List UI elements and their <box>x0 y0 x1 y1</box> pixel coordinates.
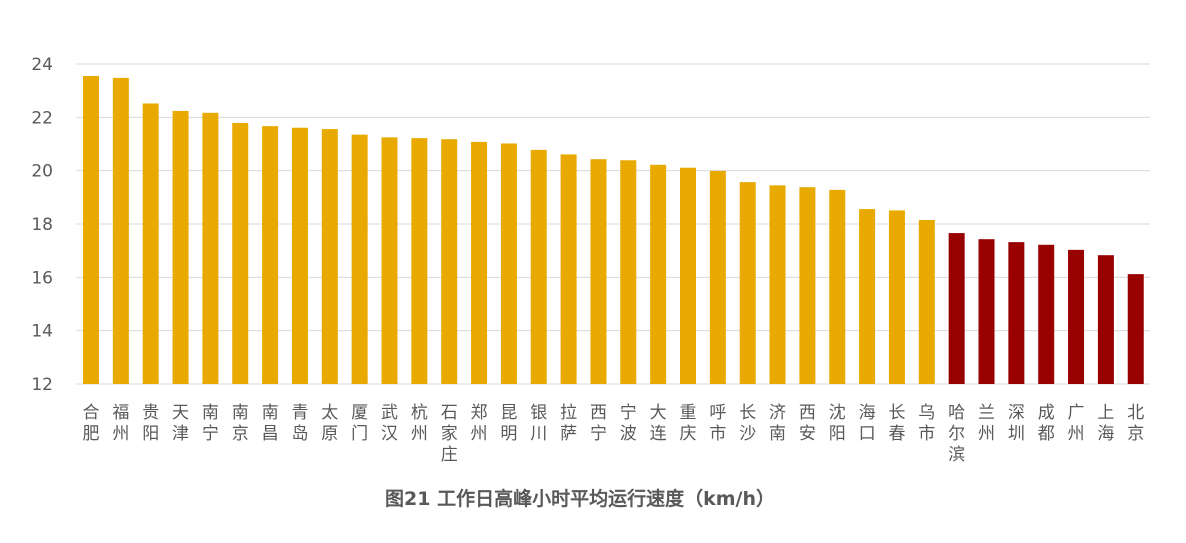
bar-深圳 <box>1008 242 1025 384</box>
x-tick-label: 呼市 <box>709 403 726 444</box>
x-tick-label: 太原 <box>321 403 338 444</box>
x-tick-label: 哈尔滨 <box>948 403 965 465</box>
bar-西宁 <box>590 159 607 384</box>
bar-海口 <box>859 209 876 384</box>
x-tick-label: 成都 <box>1038 403 1055 444</box>
x-tick-label: 武汉 <box>381 403 398 444</box>
bar-南宁 <box>202 112 219 385</box>
bar-大连 <box>650 164 667 384</box>
x-tick-label: 沈阳 <box>829 403 846 444</box>
bar-北京 <box>1127 274 1144 384</box>
x-tick-label: 重庆 <box>680 403 697 444</box>
bar-杭州 <box>411 138 428 384</box>
x-tick-label: 西宁 <box>590 403 607 444</box>
x-tick-label: 拉萨 <box>560 403 577 444</box>
y-tick-label: 18 <box>31 215 53 235</box>
x-tick-label: 青岛 <box>291 403 308 444</box>
x-tick-label: 西安 <box>799 403 816 444</box>
x-tick-label: 济南 <box>769 403 786 444</box>
x-tick-label: 长沙 <box>739 403 756 444</box>
bar-太原 <box>321 129 338 384</box>
bar-合肥 <box>83 76 99 384</box>
y-tick-label: 12 <box>31 375 53 395</box>
bar-贵阳 <box>142 103 159 384</box>
x-tick-label: 南京 <box>232 403 249 444</box>
bar-重庆 <box>680 167 696 384</box>
x-tick-label: 厦门 <box>351 403 368 444</box>
bar-呼市 <box>709 170 726 384</box>
bar-天津 <box>172 110 189 385</box>
x-tick-label: 天津 <box>172 403 189 444</box>
bar-武汉 <box>381 137 398 384</box>
x-tick-label: 南宁 <box>202 403 219 444</box>
gridlines <box>76 63 1150 385</box>
bar-宁波 <box>620 160 637 384</box>
bar-南京 <box>232 122 249 385</box>
x-tick-label: 杭州 <box>411 403 428 444</box>
bar-昆明 <box>500 143 517 384</box>
bar-上海 <box>1097 255 1114 384</box>
x-tick-label: 银川 <box>530 403 547 444</box>
x-tick-label: 乌市 <box>918 403 935 444</box>
y-axis-ticks: 12 14 16 18 20 22 24 <box>31 55 53 395</box>
y-tick-label: 24 <box>31 55 53 75</box>
bar-青岛 <box>291 127 308 384</box>
x-tick-label: 兰州 <box>978 403 995 444</box>
x-tick-label: 长春 <box>888 403 905 444</box>
bar-银川 <box>530 149 547 384</box>
x-axis-labels: 合肥福州贵阳天津南宁南京南昌青岛太原厦门武汉杭州石家庄郑州昆明银川拉萨西宁宁波大… <box>83 403 1145 465</box>
bar-沈阳 <box>829 189 846 384</box>
bars <box>83 76 1144 385</box>
x-tick-label: 北京 <box>1127 403 1144 444</box>
bar-济南 <box>769 185 786 384</box>
x-tick-label: 海口 <box>859 403 876 444</box>
x-tick-label: 石家庄 <box>441 403 458 465</box>
bar-南昌 <box>262 126 279 384</box>
bar-长春 <box>888 210 905 384</box>
bar-拉萨 <box>560 154 577 384</box>
x-tick-label: 大连 <box>650 403 667 444</box>
x-tick-label: 昆明 <box>500 403 517 444</box>
y-tick-label: 22 <box>31 108 53 128</box>
bar-厦门 <box>351 134 368 384</box>
bar-哈尔滨 <box>948 233 965 384</box>
x-tick-label: 郑州 <box>471 403 488 444</box>
chart-title: 图21 工作日高峰小时平均运行速度（km/h） <box>385 487 775 510</box>
y-tick-label: 20 <box>31 162 53 182</box>
y-tick-label: 14 <box>31 322 53 342</box>
bar-石家庄 <box>441 139 458 384</box>
bar-乌市 <box>918 220 935 384</box>
bar-西安 <box>799 187 816 384</box>
bar-兰州 <box>978 239 995 384</box>
x-tick-label: 福州 <box>112 403 129 444</box>
bar-广州 <box>1068 249 1085 384</box>
x-tick-label: 上海 <box>1097 403 1114 444</box>
x-tick-label: 贵阳 <box>142 403 159 444</box>
x-tick-label: 宁波 <box>620 403 637 444</box>
y-tick-label: 16 <box>31 268 53 288</box>
x-tick-label: 广州 <box>1068 403 1085 444</box>
bar-福州 <box>112 77 129 385</box>
x-tick-label: 合肥 <box>83 403 100 444</box>
bar-长沙 <box>739 182 756 384</box>
bar-成都 <box>1038 244 1055 384</box>
bar-郑州 <box>471 141 488 384</box>
x-tick-label: 深圳 <box>1008 403 1025 444</box>
x-tick-label: 南昌 <box>262 403 279 444</box>
